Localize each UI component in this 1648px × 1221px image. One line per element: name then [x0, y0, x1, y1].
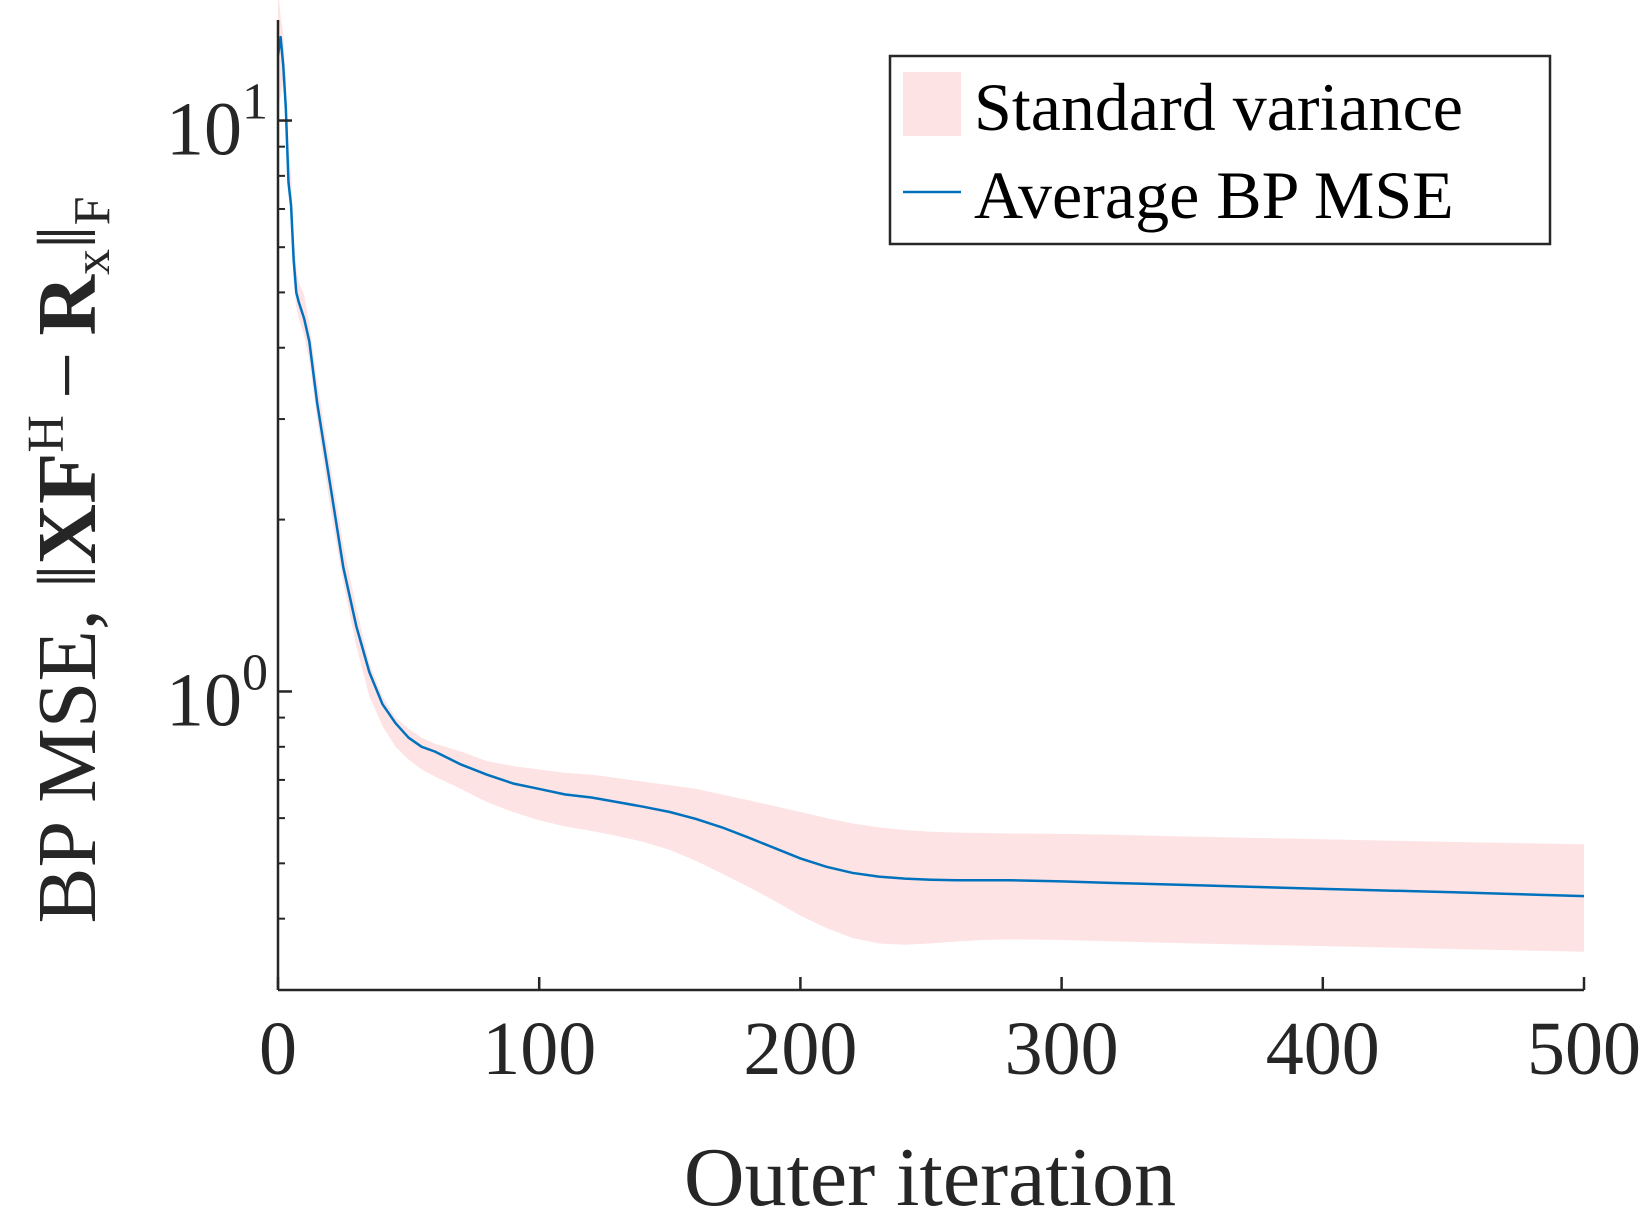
y-tick-label: 100	[166, 644, 268, 742]
y-axis-label: BP MSE, ‖XFH−Rx‖F	[18, 196, 121, 923]
legend-label-standard-variance: Standard variance	[974, 69, 1463, 145]
x-tick-label: 0	[259, 1007, 297, 1091]
x-tick-label: 300	[1005, 1007, 1119, 1091]
plot-area	[276, 0, 1585, 952]
legend-box	[888, 54, 1552, 246]
x-tick-label: 500	[1527, 1007, 1641, 1091]
y-label-matrix-r: R	[21, 274, 114, 336]
series-line-average-bp-mse	[276, 35, 1585, 898]
series-band-standard-variance	[278, 0, 1584, 952]
x-tick-label: 200	[743, 1007, 857, 1091]
axes: 0 100 200 300 400 500 100 101	[166, 20, 1641, 1091]
legend-swatch-standard-variance	[903, 72, 961, 136]
x-axis-label: Outer iteration	[684, 1131, 1176, 1216]
x-tick-label: 100	[482, 1007, 596, 1091]
legend: Standard variance Average BP MSE	[888, 54, 1552, 246]
y-label-superscript-h: H	[18, 415, 75, 453]
y-label-minus: −	[21, 352, 114, 399]
y-label-subscript-f: F	[64, 196, 121, 225]
y-label-norm-open: ‖	[21, 565, 114, 589]
y-label-norm-close: ‖	[21, 225, 114, 249]
x-tick-label: 400	[1266, 1007, 1380, 1091]
y-label-matrix-x: X	[21, 504, 114, 565]
legend-label-average-bp-mse: Average BP MSE	[974, 157, 1454, 233]
y-tick-label: 101	[166, 74, 268, 172]
y-label-prefix: BP MSE,	[21, 588, 114, 923]
y-label-matrix-f: F	[21, 453, 114, 504]
y-label-subscript-x: x	[64, 249, 121, 275]
